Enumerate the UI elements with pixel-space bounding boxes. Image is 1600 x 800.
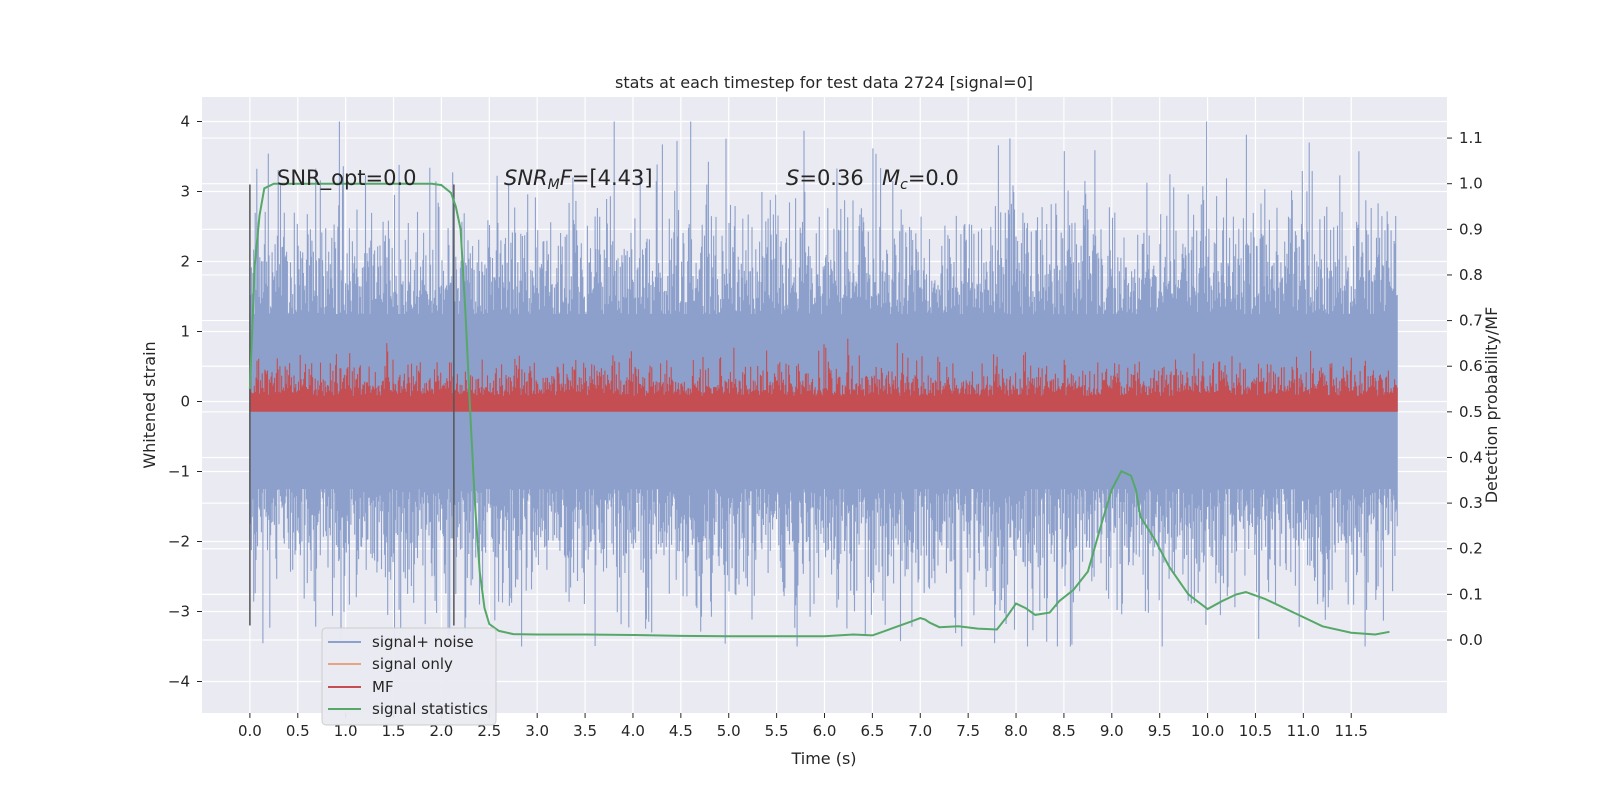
legend-label-signal-statistics: signal statistics: [372, 700, 488, 718]
legend-label-signal-only: signal only: [372, 655, 453, 673]
y2-tick-label: 0.6: [1459, 357, 1483, 375]
y2-tick-label: 0.9: [1459, 220, 1483, 238]
y-tick-label: −1: [168, 463, 190, 481]
x-axis-ticks: 0.0 0.5 1.0 1.5 2.0 2.5 3.0 3.5 4.0 4.5 5.0 5.5 6.0 6…: [238, 713, 1368, 740]
y-axis-label: Whitened strain: [140, 341, 159, 468]
x-axis-label: Time (s): [790, 749, 856, 768]
legend: signal+ noise signal only MF signal stat…: [321, 627, 497, 726]
x-tick-label: 6.5: [860, 722, 884, 740]
y2-tick-label: 1.0: [1459, 175, 1483, 193]
y-tick-label: 2: [180, 253, 190, 271]
chart-title: stats at each timestep for test data 272…: [615, 73, 1033, 92]
y-tick-label: −2: [168, 533, 190, 551]
x-tick-label: 11.0: [1287, 722, 1320, 740]
y-tick-label: −4: [168, 673, 190, 691]
y2-tick-label: 0.4: [1459, 448, 1483, 466]
x-tick-label: 8.5: [1052, 722, 1076, 740]
y2-tick-label: 1.1: [1459, 129, 1483, 147]
y2-tick-label: 0.2: [1459, 540, 1483, 558]
x-tick-label: 4.5: [669, 722, 693, 740]
y2-tick-label: 0.1: [1459, 585, 1483, 603]
x-tick-label: 1.0: [334, 722, 358, 740]
x-tick-label: 2.5: [477, 722, 501, 740]
y2-tick-label: 0.7: [1459, 312, 1483, 330]
y-tick-label: 4: [180, 113, 190, 131]
x-tick-label: 7.5: [956, 722, 980, 740]
annotation-snr-mf: SNRMF=[4.43]: [504, 166, 653, 193]
x-tick-label: 4.0: [621, 722, 645, 740]
x-tick-label: 1.5: [382, 722, 406, 740]
y-tick-label: 3: [180, 183, 190, 201]
vertical-markers: [249, 184, 455, 626]
x-tick-label: 9.5: [1148, 722, 1172, 740]
legend-label-mf: MF: [372, 678, 394, 696]
x-tick-label: 10.5: [1239, 722, 1272, 740]
x-tick-label: 7.0: [908, 722, 932, 740]
series-signal-statistics: [248, 182, 1390, 638]
y-tick-label: 0: [180, 393, 190, 411]
y2-tick-label: 0.0: [1459, 631, 1483, 649]
x-tick-label: 2.0: [429, 722, 453, 740]
y2-tick-label: 0.8: [1459, 266, 1483, 284]
y2-tick-label: 0.5: [1459, 403, 1483, 421]
annotation-snr-opt: SNR_opt=0.0: [277, 166, 417, 191]
y2-tick-label: 0.3: [1459, 494, 1483, 512]
x-tick-label: 8.0: [1004, 722, 1028, 740]
y2-axis-ticks: 1.1 1.0 0.9 0.8 0.7 0.6 0.5 0.4 0.3 0.2 0.1 0.0: [1447, 129, 1483, 649]
y2-axis-label: Detection probability/MF: [1482, 307, 1501, 504]
x-tick-label: 9.0: [1100, 722, 1124, 740]
signal-statistics-line: [248, 182, 1390, 638]
y-axis-ticks: 4 3 2 1 0 −1 −2 −3 −4: [168, 113, 202, 691]
x-tick-label: 10.0: [1191, 722, 1224, 740]
y-tick-label: 1: [180, 323, 190, 341]
legend-label-signal-noise: signal+ noise: [372, 633, 474, 651]
annotation-s: S=0.36: [786, 166, 864, 190]
x-tick-label: 0.0: [238, 722, 262, 740]
x-tick-label: 0.5: [286, 722, 310, 740]
x-tick-label: 5.0: [717, 722, 741, 740]
x-tick-label: 5.5: [765, 722, 789, 740]
annotation-mc: Mc=0.0: [882, 166, 959, 193]
x-tick-label: 6.0: [813, 722, 837, 740]
y-tick-label: −3: [168, 603, 190, 621]
x-tick-label: 11.5: [1335, 722, 1368, 740]
x-tick-label: 3.0: [525, 722, 549, 740]
x-tick-label: 3.5: [573, 722, 597, 740]
